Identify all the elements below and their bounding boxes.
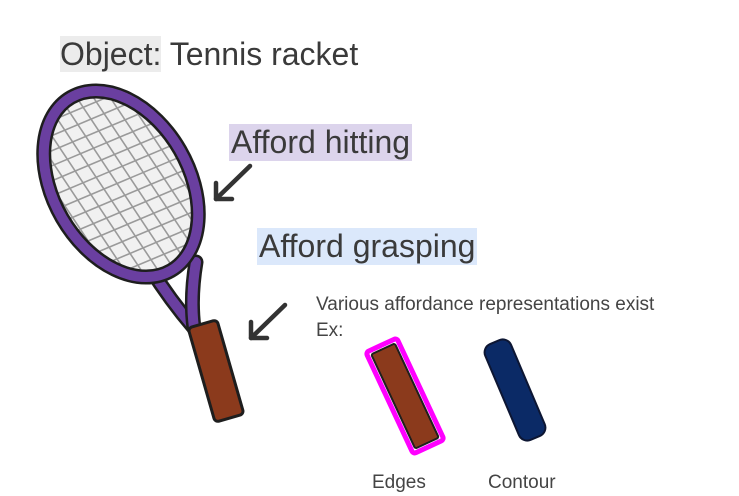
note-line-2: Ex: [316,320,344,341]
racket-handle [187,319,245,423]
note-line-1: Various affordance representations exist [316,294,655,315]
representations-note: Various affordance representations exist… [316,292,654,344]
object-title-value: Tennis racket [169,36,359,72]
arrow-to-handle [248,302,288,341]
contour-example [483,338,547,442]
object-title-prefix: Object: [60,36,162,72]
tennis-racket-illustration [12,63,245,423]
arrow-to-head [213,163,253,202]
edges-example [364,336,446,456]
racket-head [12,63,230,305]
object-title: Object: Tennis racket [60,36,358,73]
afford-grasping-label: Afford grasping [257,228,478,265]
edges-caption: Edges [372,472,426,493]
contour-caption: Contour [488,472,556,493]
afford-hitting-label: Afford hitting [229,124,413,161]
